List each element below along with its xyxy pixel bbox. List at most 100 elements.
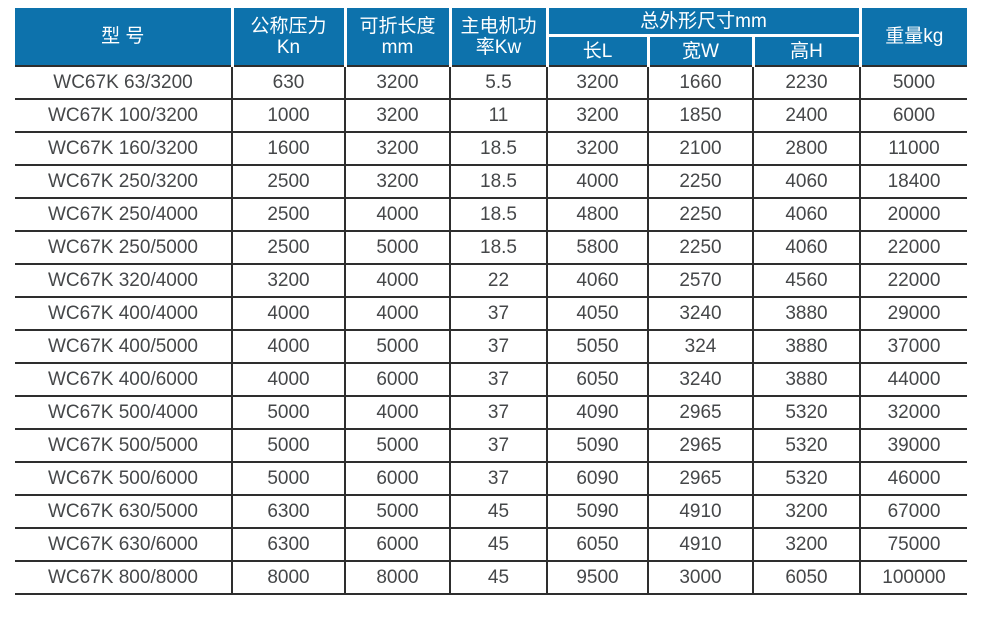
value-cell: 18400 [859,164,967,199]
value-cell: 4000 [546,164,649,199]
value-cell: 5000 [344,230,451,265]
spec-table: 型 号 公称压力 Kn 可折长度 mm 主电机功 率Kw 总外形尺寸mm 重量k… [15,8,967,595]
value-cell: 5050 [546,329,649,364]
value-cell: 3200 [231,263,346,298]
header-overall-dimensions: 总外形尺寸mm [545,8,862,37]
value-cell: 2500 [231,197,346,232]
table-row: WC67K 400/6000 4000 6000 37 6050 3240 3880 4400… [15,362,967,397]
value-cell: 22000 [859,263,967,298]
table-row: WC67K 500/4000 5000 4000 37 4090 2965 5320 3200… [15,395,967,430]
model-cell: WC67K 800/8000 [15,560,233,595]
value-cell: 37 [449,428,548,463]
table-row: WC67K 500/5000 5000 5000 37 5090 2965 5320 3900… [15,428,967,463]
header-row-top: 型 号 公称压力 Kn 可折长度 mm 主电机功 率Kw 总外形尺寸mm 重量k… [15,8,967,66]
value-cell: 6050 [546,527,649,562]
value-cell: 2250 [647,230,754,265]
value-cell: 2500 [231,164,346,199]
value-cell: 3200 [752,527,861,562]
value-cell: 630 [231,65,346,100]
model-cell: WC67K 250/5000 [15,230,233,265]
value-cell: 37 [449,296,548,331]
value-cell: 5.5 [449,65,548,100]
value-cell: 5320 [752,428,861,463]
value-cell: 5000 [231,428,346,463]
value-cell: 3200 [546,65,649,100]
value-cell: 37 [449,461,548,496]
table-row: WC67K 500/6000 5000 6000 37 6090 2965 5320 4600… [15,461,967,496]
value-cell: 4060 [752,230,861,265]
model-cell: WC67K 500/4000 [15,395,233,430]
value-cell: 2570 [647,263,754,298]
header-weight: 重量kg [858,8,967,66]
value-cell: 5000 [859,65,967,100]
value-cell: 2400 [752,98,861,133]
value-cell: 45 [449,494,548,529]
value-cell: 5000 [231,395,346,430]
value-cell: 18.5 [449,197,548,232]
model-cell: WC67K 630/5000 [15,494,233,529]
value-cell: 1600 [231,131,346,166]
value-cell: 6300 [231,494,346,529]
value-cell: 37 [449,395,548,430]
value-cell: 2250 [647,197,754,232]
value-cell: 324 [647,329,754,364]
value-cell: 22 [449,263,548,298]
value-cell: 4560 [752,263,861,298]
table-row: WC67K 630/5000 6300 5000 45 5090 4910 3200 6700… [15,494,967,529]
value-cell: 11 [449,98,548,133]
model-cell: WC67K 500/5000 [15,428,233,463]
header-motor-power: 主电机功 率Kw [448,8,549,66]
value-cell: 39000 [859,428,967,463]
value-cell: 2250 [647,164,754,199]
header-row-sub: 长L 宽W 高H [15,35,967,66]
value-cell: 4000 [231,296,346,331]
value-cell: 45 [449,560,548,595]
value-cell: 6300 [231,527,346,562]
value-cell: 4000 [344,263,451,298]
value-cell: 6000 [344,527,451,562]
value-cell: 1660 [647,65,754,100]
value-cell: 18.5 [449,164,548,199]
value-cell: 3200 [752,494,861,529]
header-motor-power-line2: 率Kw [475,36,522,58]
table-row: WC67K 63/3200 630 3200 5.5 3200 1660 2230 5000 [15,65,967,100]
model-cell: WC67K 100/3200 [15,98,233,133]
table-row: WC67K 800/8000 8000 8000 45 9500 3000 6050 1000… [15,560,967,595]
value-cell: 4060 [546,263,649,298]
value-cell: 1850 [647,98,754,133]
value-cell: 2800 [752,131,861,166]
value-cell: 4910 [647,494,754,529]
value-cell: 3200 [546,98,649,133]
model-cell: WC67K 250/3200 [15,164,233,199]
value-cell: 2965 [647,395,754,430]
value-cell: 2965 [647,461,754,496]
value-cell: 4000 [344,197,451,232]
value-cell: 4000 [231,362,346,397]
value-cell: 6000 [344,461,451,496]
value-cell: 3880 [752,362,861,397]
spec-table-body: WC67K 63/3200 630 3200 5.5 3200 1660 2230 5000 W… [15,65,967,595]
value-cell: 6000 [344,362,451,397]
value-cell: 3000 [647,560,754,595]
value-cell: 20000 [859,197,967,232]
value-cell: 6050 [546,362,649,397]
model-cell: WC67K 63/3200 [15,65,233,100]
header-nominal-pressure-line1: 公称压力 [250,15,327,37]
table-row: WC67K 250/3200 2500 3200 18.5 4000 2250 4060 18… [15,164,967,199]
value-cell: 3200 [546,131,649,166]
value-cell: 11000 [859,131,967,166]
value-cell: 29000 [859,296,967,331]
value-cell: 4000 [344,296,451,331]
table-row: WC67K 400/5000 4000 5000 37 5050 324 3880 37000 [15,329,967,364]
value-cell: 3200 [344,65,451,100]
value-cell: 22000 [859,230,967,265]
value-cell: 3880 [752,329,861,364]
value-cell: 100000 [859,560,967,595]
table-row: WC67K 250/4000 2500 4000 18.5 4800 2250 4060 20… [15,197,967,232]
value-cell: 3200 [344,164,451,199]
value-cell: 6090 [546,461,649,496]
value-cell: 4000 [231,329,346,364]
value-cell: 5000 [344,494,451,529]
value-cell: 5800 [546,230,649,265]
